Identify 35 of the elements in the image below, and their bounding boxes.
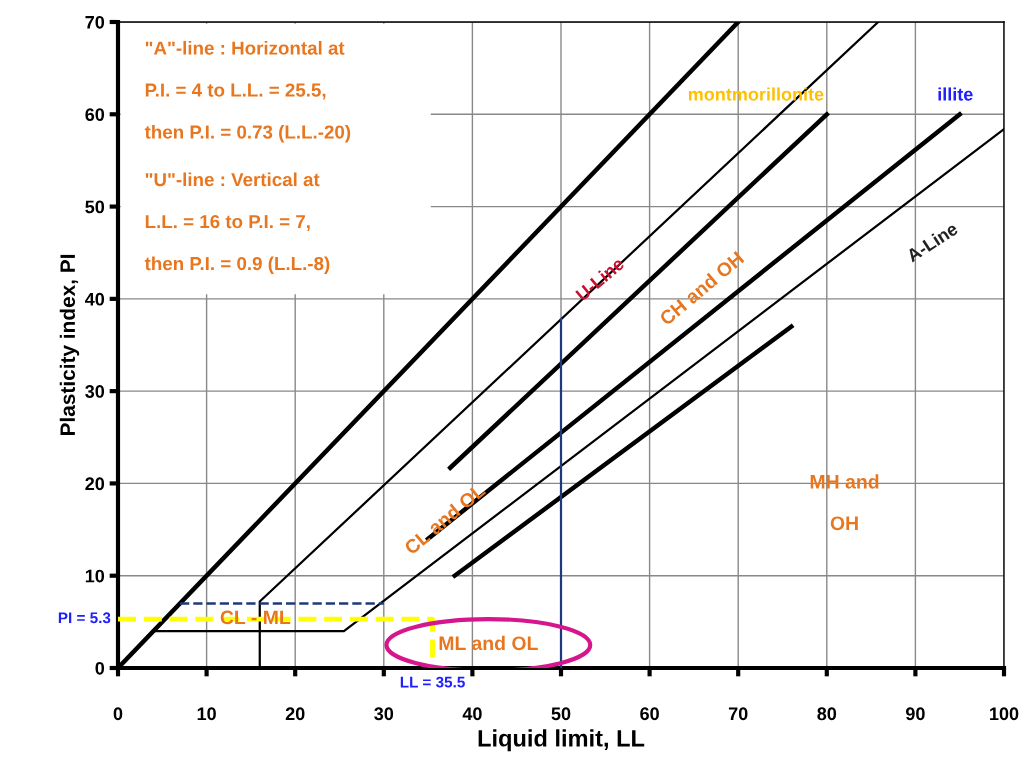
x-tick-label: 90 xyxy=(905,707,925,721)
x-tick-label: 70 xyxy=(728,707,748,721)
annotation: "A"-line : Horizontal at xyxy=(145,40,345,55)
annotation: illite xyxy=(938,87,973,101)
x-tick-label: 10 xyxy=(197,707,216,721)
annotation: "U"-line : Vertical at xyxy=(145,172,320,187)
y-axis-title: Plasticity index, PI xyxy=(59,254,80,436)
x-tick-label: 20 xyxy=(285,707,305,721)
x-tick-label: 40 xyxy=(462,707,482,721)
annotation: L.L. = 16 to P.I. = 7, xyxy=(145,214,310,231)
y-tick-label: 70 xyxy=(85,15,105,29)
x-tick-label: 60 xyxy=(640,707,659,721)
annotation: OH xyxy=(830,516,858,531)
y-tick-label: 20 xyxy=(85,477,105,491)
annotation: then P.I. = 0.73 (L.L.-20) xyxy=(144,124,351,143)
y-tick-label: 60 xyxy=(85,108,105,122)
annotation: then P.I. = 0.9 (L.L.-8) xyxy=(144,256,330,274)
y-tick-label: 50 xyxy=(85,200,105,214)
annotation: ML and OL xyxy=(439,635,538,651)
annotation: MH and xyxy=(810,474,879,489)
y-tick-label: 10 xyxy=(85,569,105,583)
annotation: PI = 5.3 xyxy=(58,612,111,624)
y-tick-label: 30 xyxy=(85,385,105,398)
annotation: LL = 35.5 xyxy=(400,676,465,688)
annotation: P.I. = 4 to L.L. = 25.5, xyxy=(145,83,326,100)
y-tick-label: 0 xyxy=(95,661,105,675)
x-tick-label: 30 xyxy=(374,707,394,721)
annotation: CH and OH xyxy=(658,250,745,327)
annotation: CL and OL xyxy=(403,482,487,556)
x-axis-title: Liquid limit, LL xyxy=(478,729,645,752)
y-tick-label: 40 xyxy=(85,292,105,306)
x-tick-label: 0 xyxy=(113,707,123,721)
x-tick-label: 80 xyxy=(817,707,837,721)
x-tick-label: 100 xyxy=(990,707,1019,721)
x-tick-label: 50 xyxy=(551,707,571,721)
